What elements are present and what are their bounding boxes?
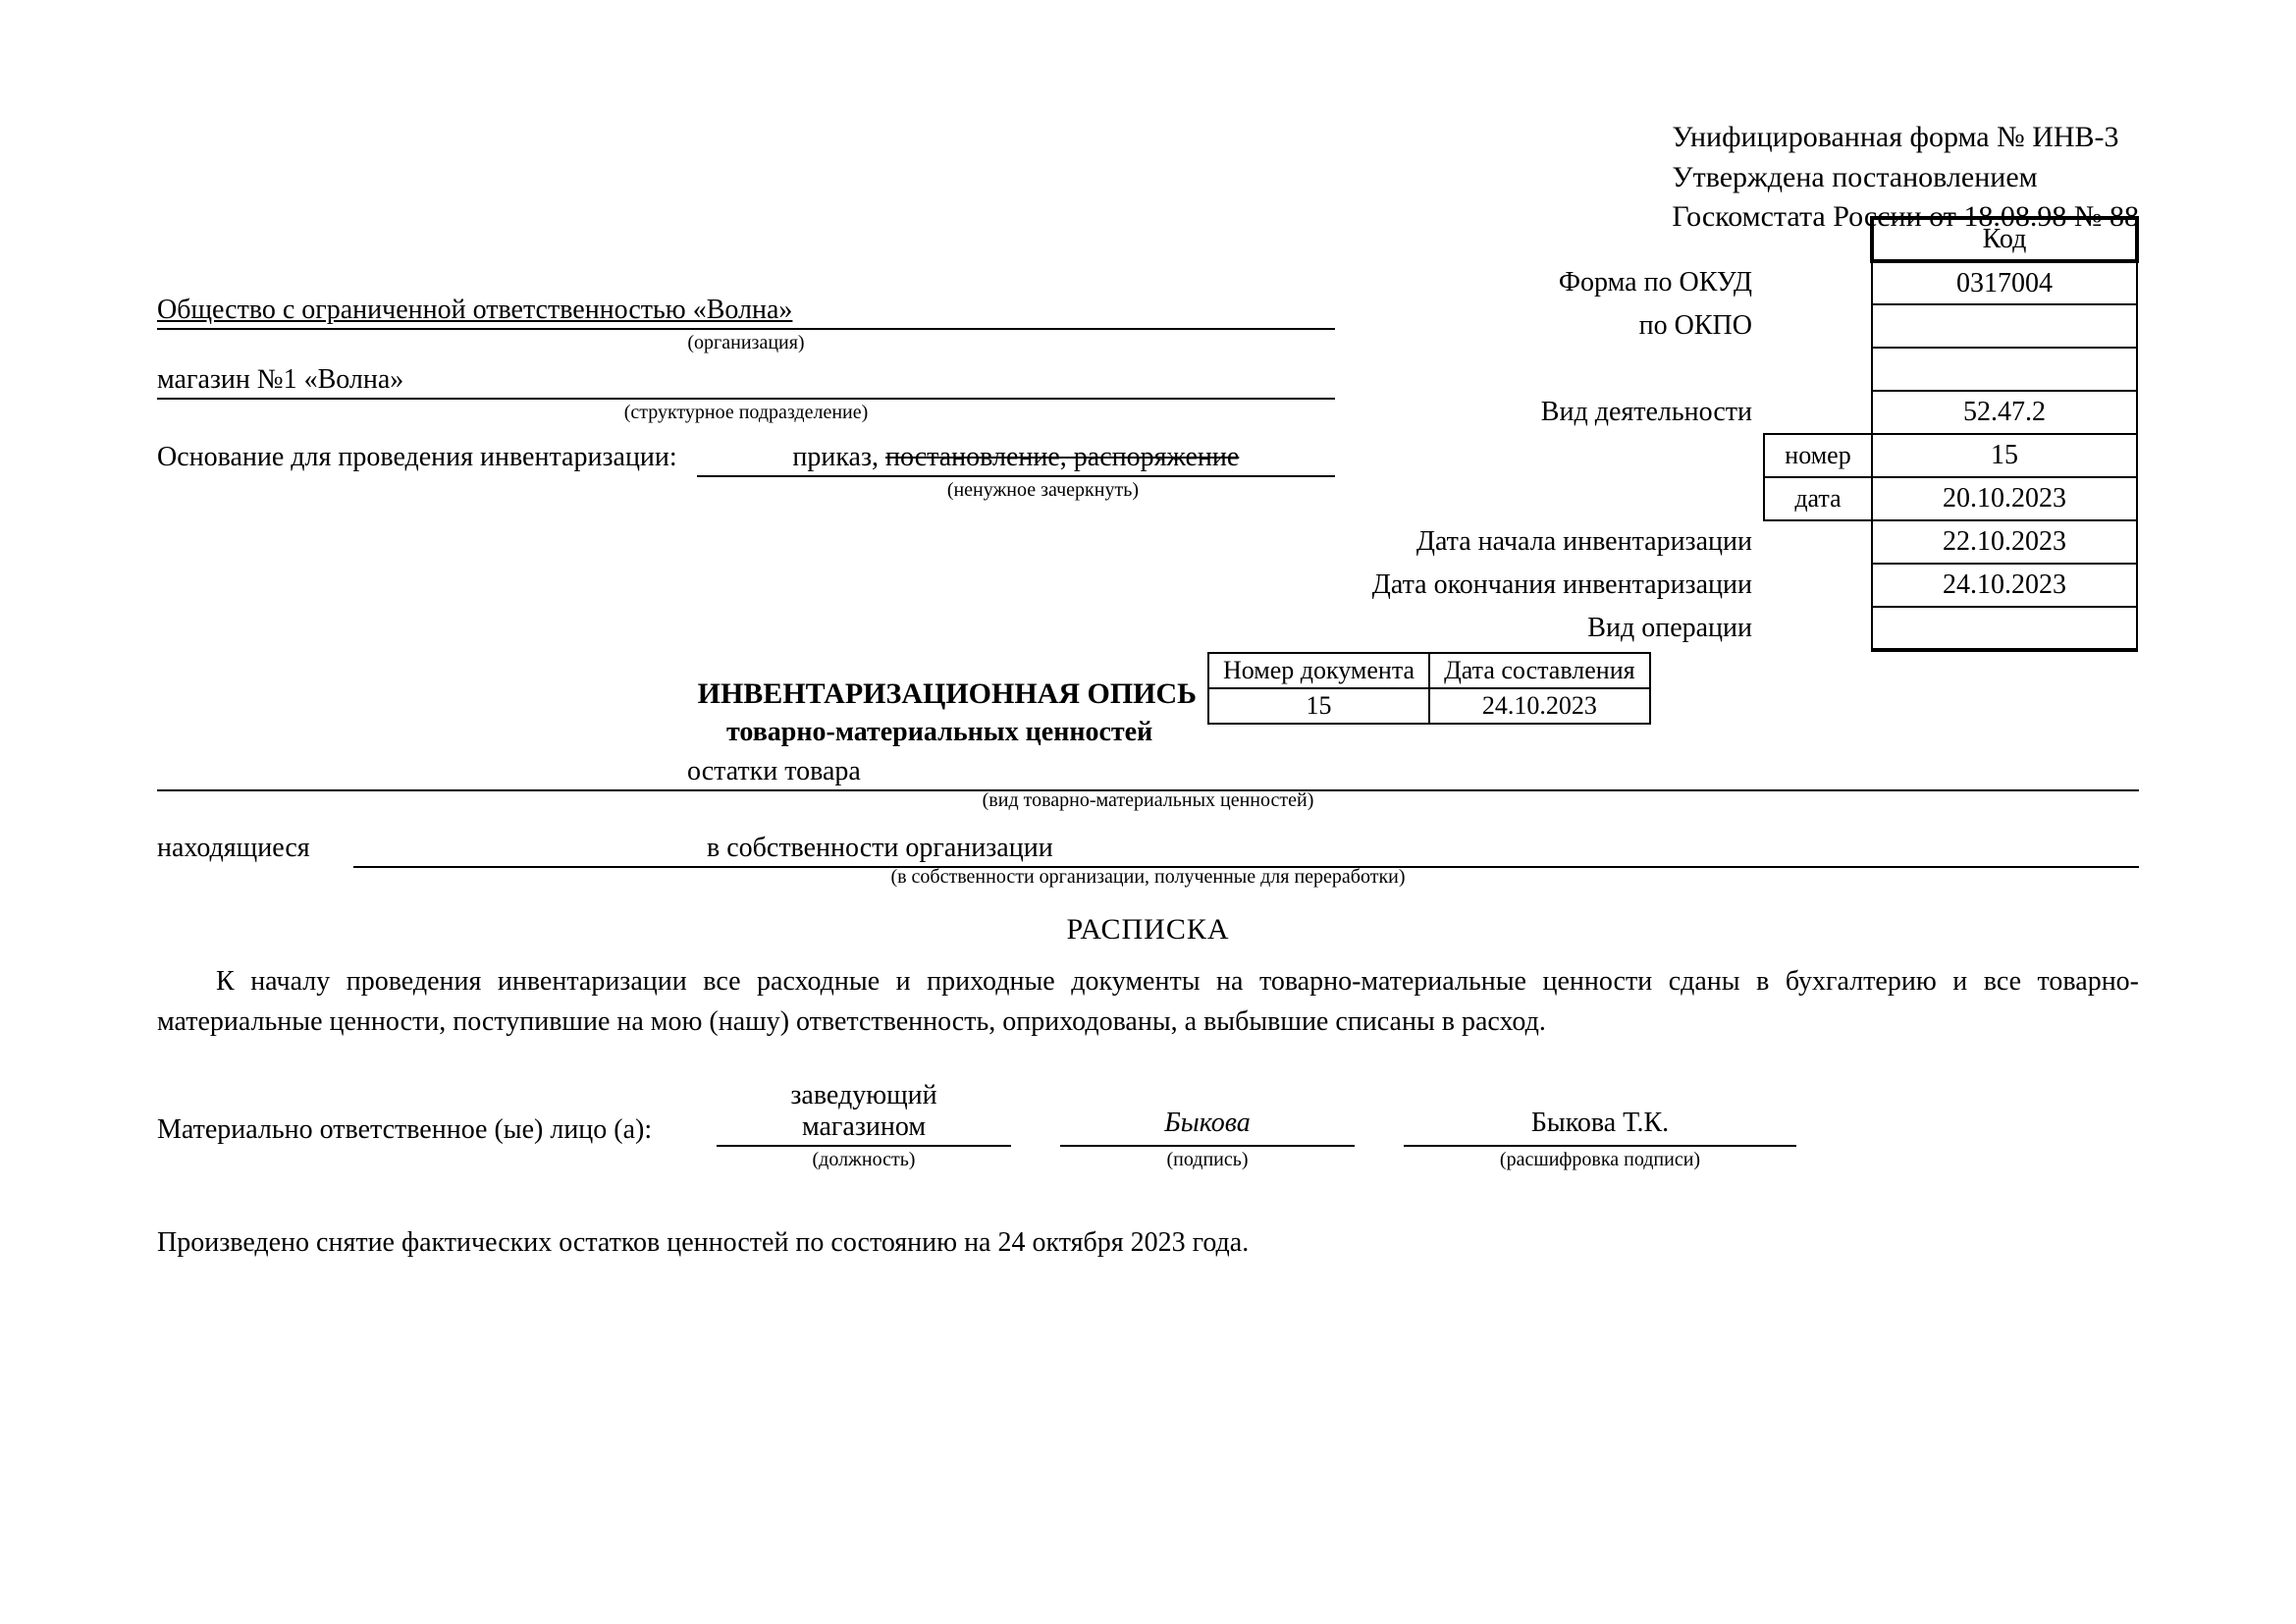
vid-label: Вид деятельности (1371, 391, 1764, 434)
basis-strike: постановление, распоряжение (885, 442, 1239, 472)
unit-name: магазин №1 «Волна» (157, 364, 403, 395)
org-block: Общество с ограниченной ответственностью… (157, 295, 1335, 502)
page: Унифицированная форма № ИНВ-3 Утверждена… (0, 0, 2296, 1624)
oper-value (1872, 607, 2137, 650)
sig-position-sub: (должность) (717, 1149, 1011, 1171)
vid2-value: в собственности организации (353, 833, 2139, 868)
vid2-lead: находящиеся (157, 833, 353, 868)
vid1-row: остатки товара (157, 756, 2139, 791)
nomer-label: номер (1764, 434, 1872, 477)
basis-label: Основание для проведения инвентаризации: (157, 442, 677, 477)
org-name: Общество с ограниченной ответственностью… (157, 295, 792, 326)
start-value: 22.10.2023 (1872, 520, 2137, 564)
body-text: К началу проведения инвентаризации все р… (157, 962, 2139, 1042)
docnum-v1: 15 (1208, 688, 1429, 724)
vid2-sub: (в собственности организации, полученные… (157, 866, 2139, 889)
start-label: Дата начала инвентаризации (1371, 520, 1764, 564)
code-header: Код (1872, 218, 2137, 261)
docnum-v2: 24.10.2023 (1429, 688, 1650, 724)
nomer-value: 15 (1872, 434, 2137, 477)
title-main: ИНВЕНТАРИЗАЦИОННАЯ ОПИСЬ (698, 677, 1197, 711)
basis-row: Основание для проведения инвентаризации:… (157, 442, 1335, 477)
sig-position-cell: заведующий магазином (должность) (717, 1080, 1011, 1171)
docnum-block: Номер документа Дата составления 15 24.1… (1207, 652, 1651, 725)
vid1-value: остатки товара (157, 756, 2139, 791)
docnum-h2: Дата составления (1429, 653, 1650, 688)
org-sublabel: (организация) (157, 332, 1335, 354)
sig-sign-sub: (подпись) (1060, 1149, 1355, 1171)
end-label: Дата окончания инвентаризации (1371, 564, 1764, 607)
docnum-h1: Номер документа (1208, 653, 1429, 688)
basis-value: приказ, постановление, распоряжение (697, 442, 1335, 477)
vid2-row: находящиеся в собственности организации (157, 833, 2139, 868)
code-table: Код Форма по ОКУД 0317004 по ОКПО Вид де… (1371, 216, 2139, 652)
form-line-2: Утверждена постановлением (1672, 158, 2139, 198)
okud-value: 0317004 (1872, 261, 2137, 304)
data-value: 20.10.2023 (1872, 477, 2137, 520)
sig-position: заведующий магазином (717, 1080, 1011, 1147)
okud-label: Форма по ОКУД (1371, 261, 1764, 304)
docnum-table: Номер документа Дата составления 15 24.1… (1207, 652, 1651, 725)
org-name-line: Общество с ограниченной ответственностью… (157, 295, 1335, 330)
vid1-sub: (вид товарно-материальных ценностей) (157, 789, 2139, 812)
basis-keep: приказ, (792, 442, 879, 472)
sig-lead: Материально ответственное (ые) лицо (а): (157, 1114, 667, 1171)
sig-name-sub: (расшифровка подписи) (1404, 1149, 1796, 1171)
unit-line: магазин №1 «Волна» (157, 364, 1335, 400)
vid-value: 52.47.2 (1872, 391, 2137, 434)
sig-name-cell: Быкова Т.К. (расшифровка подписи) (1404, 1108, 1796, 1171)
unit-sublabel: (структурное подразделение) (157, 402, 1335, 424)
data-label: дата (1764, 477, 1872, 520)
raspiska-title: РАСПИСКА (157, 913, 2139, 947)
signature-block: Материально ответственное (ые) лицо (а):… (157, 1080, 2139, 1171)
okpo-label: по ОКПО (1371, 304, 1764, 348)
blank-value (1872, 348, 2137, 391)
title-sub: товарно-материальных ценностей (726, 717, 1152, 748)
form-line-1: Унифицированная форма № ИНВ-3 (1672, 118, 2139, 158)
oper-label: Вид операции (1371, 607, 1764, 650)
basis-sublabel: (ненужное зачеркнуть) (157, 479, 1335, 502)
sig-sign-cell: Быкова (подпись) (1060, 1108, 1355, 1171)
sig-sign: Быкова (1060, 1108, 1355, 1147)
sig-name: Быкова Т.К. (1404, 1108, 1796, 1147)
footer-line: Произведено снятие фактических остатков … (157, 1227, 1249, 1259)
end-value: 24.10.2023 (1872, 564, 2137, 607)
okpo-value (1872, 304, 2137, 348)
